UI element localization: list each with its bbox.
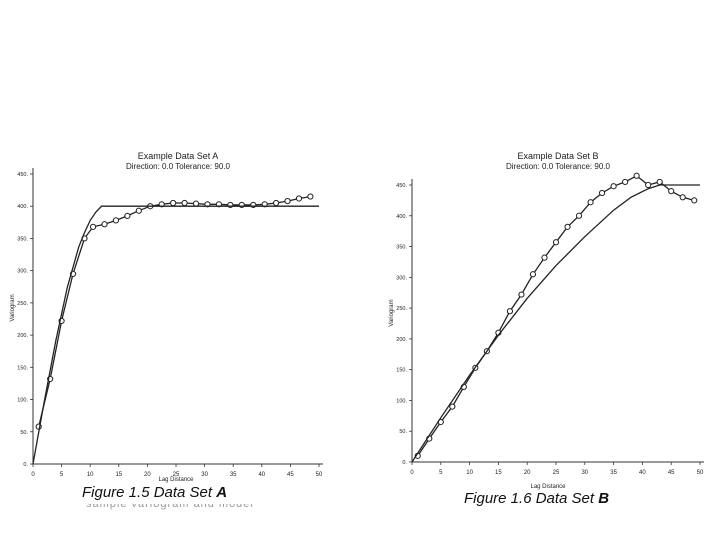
chart-b-xlabel: Lag Distance bbox=[530, 484, 566, 490]
chart-a-title: Example Data Set A bbox=[138, 151, 219, 161]
chart-a-y-tick-label: 300. bbox=[17, 269, 28, 275]
chart-b-data-point bbox=[622, 178, 629, 186]
chart-b-data-point bbox=[564, 223, 571, 230]
chart-a-y-tick-label: 200. bbox=[17, 333, 28, 339]
chart-b-x-tick-label: 20 bbox=[524, 470, 531, 476]
chart-b-x-tick-label: 0 bbox=[410, 470, 414, 476]
chart-b-data-point bbox=[668, 188, 675, 195]
chart-a-y-tick-label: 400. bbox=[17, 204, 28, 210]
chart-a-y-tick-label: 150. bbox=[17, 365, 28, 371]
chart-a-y-tick-label: 450. bbox=[17, 172, 28, 178]
chart-a-model-line bbox=[32, 205, 319, 465]
chart-b-data-point bbox=[529, 271, 537, 278]
chart-a-data-point bbox=[135, 207, 142, 214]
chart-b-y-tick-label: 450. bbox=[396, 183, 407, 189]
chart-b-data-point bbox=[449, 403, 456, 410]
chart-a-x-tick-label: 40 bbox=[258, 472, 265, 478]
chart-b-y-tick-label: 200. bbox=[396, 337, 407, 343]
chart-b-y-tick-label: 400. bbox=[396, 214, 407, 220]
chart-a-y-tick-label: 250. bbox=[17, 301, 28, 307]
chart-a-x-tick-label: 0 bbox=[31, 472, 35, 478]
chart-b-data-point bbox=[587, 199, 594, 206]
chart-b-y-tick-label: 100. bbox=[396, 398, 407, 404]
figure-b-caption: Figure 1.6 Data Set B bbox=[464, 490, 609, 507]
chart-a-y-tick-label: 50. bbox=[20, 430, 28, 436]
chart-b-data-point bbox=[518, 291, 525, 298]
chart-a-data-point bbox=[295, 195, 303, 202]
chart-b-y-tick-label: 150. bbox=[396, 368, 407, 374]
chart-b-x-tick-label: 45 bbox=[668, 470, 675, 476]
chart-b-model-line bbox=[411, 184, 700, 463]
chart-b-y-tick-label: 50. bbox=[399, 429, 407, 435]
figure-a-caption: Figure 1.5 Data Set A bbox=[82, 484, 227, 501]
figure-a-caption-text: Figure 1.5 Data Set bbox=[82, 484, 217, 501]
chart-a-data-point bbox=[273, 199, 280, 207]
chart-b-x-tick-label: 40 bbox=[639, 470, 646, 476]
chart-b: Example Data Set B Direction: 0.0 Tolera… bbox=[389, 151, 704, 490]
chart-b-x-tick-label: 30 bbox=[581, 470, 588, 476]
chart-a-data-point bbox=[307, 193, 314, 200]
chart-b-data-point bbox=[598, 189, 606, 197]
chart-b-data-point bbox=[575, 212, 583, 219]
chart-b-plot: 0 5 10 15 20 25 30 35 40 45 50 0. 50. 100. 150. 200. 250… bbox=[396, 172, 704, 476]
chart-b-data-point bbox=[610, 183, 617, 190]
chart-b-data-point bbox=[552, 239, 560, 246]
chart-b-title: Example Data Set B bbox=[517, 151, 598, 161]
chart-a-x-tick-label: 50 bbox=[316, 472, 323, 478]
chart-a-x-tick-label: 35 bbox=[230, 472, 237, 478]
chart-a-data-point bbox=[284, 197, 291, 205]
chart-a-y-tick-label: 350. bbox=[17, 236, 28, 242]
chart-a-x-tick-label: 45 bbox=[287, 472, 294, 478]
figure-b-caption-text: Figure 1.6 Data Set bbox=[464, 490, 599, 507]
chart-a-data-point bbox=[89, 223, 97, 230]
chart-a-x-tick-label: 20 bbox=[144, 472, 151, 478]
figure-b-caption-letter: B bbox=[598, 490, 610, 507]
chart-b-x-tick-label: 50 bbox=[697, 470, 704, 476]
figure-a-subcaption-cut: sample variogram and model bbox=[86, 504, 256, 512]
chart-b-x-tick-label: 10 bbox=[466, 470, 473, 476]
chart-b-experimental-line bbox=[417, 175, 695, 457]
chart-a-subtitle: Direction: 0.0 Tolerance: 90.0 bbox=[126, 162, 230, 171]
chart-a-x-tick-label: 25 bbox=[173, 472, 180, 478]
chart-b-data-point bbox=[691, 197, 698, 204]
chart-b-data-point bbox=[506, 308, 514, 315]
chart-b-data-point bbox=[656, 178, 663, 186]
figure-a-caption-letter: A bbox=[216, 484, 228, 501]
chart-a-plot: 0 5 10 15 20 25 30 35 40 45 50 0. 50. 100. 150. 200. 250… bbox=[17, 168, 323, 478]
chart-b-data-point bbox=[645, 181, 652, 189]
chart-b-data-point bbox=[541, 254, 548, 261]
chart-b-x-tick-label: 25 bbox=[553, 470, 560, 476]
chart-b-y-tick-label: 0. bbox=[402, 460, 407, 466]
chart-b-y-tick-label: 250. bbox=[396, 306, 407, 312]
chart-b-data-point bbox=[633, 172, 640, 179]
chart-a-data-point bbox=[192, 200, 200, 207]
chart-b-x-tick-label: 35 bbox=[610, 470, 617, 476]
chart-b-y-tick-label: 300. bbox=[396, 275, 407, 281]
chart-b-y-tick-label: 350. bbox=[396, 245, 407, 251]
chart-a-x-tick-label: 5 bbox=[60, 472, 64, 478]
chart-a-x-tick-label: 15 bbox=[115, 472, 122, 478]
chart-a-experimental-line bbox=[38, 195, 311, 427]
chart-a-data-point bbox=[112, 217, 120, 224]
chart-b-x-tick-label: 5 bbox=[439, 470, 443, 476]
chart-b-subtitle: Direction: 0.0 Tolerance: 90.0 bbox=[506, 162, 610, 171]
chart-b-data-point bbox=[679, 194, 686, 201]
chart-a-data-point bbox=[170, 199, 177, 207]
chart-a-xlabel: Lag Distance bbox=[158, 477, 194, 483]
chart-a-x-tick-label: 30 bbox=[201, 472, 208, 478]
chart-a-y-tick-label: 100. bbox=[17, 398, 28, 404]
chart-a-data-point bbox=[124, 212, 131, 219]
figure-a-subcaption-text: sample variogram and model bbox=[86, 504, 254, 510]
chart-a: Example Data Set A Direction: 0.0 Tolera… bbox=[10, 151, 323, 483]
chart-a-ylabel: Variogram bbox=[10, 294, 16, 321]
chart-a-y-tick-label: 0. bbox=[23, 462, 28, 468]
chart-a-data-point bbox=[101, 221, 108, 228]
chart-a-x-tick-label: 10 bbox=[87, 472, 94, 478]
chart-b-ylabel: Variogram bbox=[389, 299, 395, 326]
chart-b-x-tick-label: 15 bbox=[495, 470, 502, 476]
chart-a-data-point bbox=[181, 199, 188, 207]
